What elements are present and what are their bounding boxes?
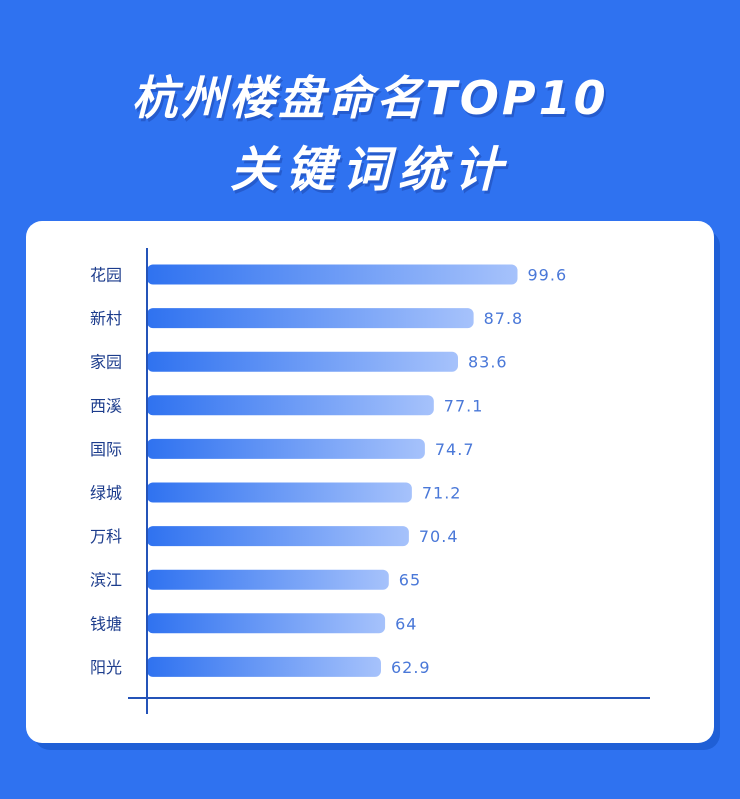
value-label: 70.4 (419, 527, 459, 546)
category-label: 钱塘 (90, 614, 122, 633)
value-label: 71.2 (422, 484, 462, 503)
category-label: 家园 (90, 353, 122, 372)
category-label: 万科 (90, 527, 122, 546)
value-label: 77.1 (444, 396, 484, 415)
bar (147, 308, 474, 329)
bar (147, 482, 412, 503)
value-label: 62.9 (391, 658, 431, 677)
category-label: 新村 (90, 309, 122, 328)
value-labels-group: 99.6 87.8 83.6 77.1 74.7 71.2 70.4 65 64 62.9 (391, 266, 568, 677)
bar (147, 569, 389, 590)
category-label: 国际 (90, 440, 122, 459)
value-label: 99.6 (528, 266, 568, 285)
bar (147, 264, 518, 285)
bar (147, 526, 409, 547)
category-label: 滨江 (90, 571, 122, 590)
bar (147, 438, 425, 459)
chart-title: 杭州楼盘命名TOP10 (131, 71, 609, 125)
chart-card (26, 221, 714, 743)
chart-subtitle: 关键词统计 (229, 142, 510, 198)
value-label: 64 (395, 614, 417, 633)
category-label: 绿城 (90, 484, 122, 503)
bar (147, 395, 434, 416)
category-label: 西溪 (90, 396, 122, 415)
bars-group (147, 264, 518, 677)
category-label: 阳光 (90, 658, 122, 677)
bar (147, 656, 381, 677)
category-label: 花园 (90, 266, 122, 285)
value-label: 87.8 (484, 309, 524, 328)
value-label: 83.6 (468, 353, 508, 372)
bar (147, 351, 458, 372)
value-label: 74.7 (435, 440, 475, 459)
value-label: 65 (399, 571, 421, 590)
bar (147, 613, 386, 634)
